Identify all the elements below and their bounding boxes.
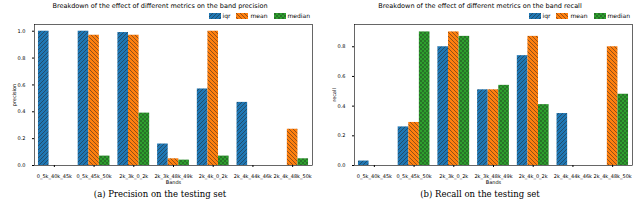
svg-text:0.0: 0.0 [18,162,26,168]
svg-text:2k_4k_44k_46k: 2k_4k_44k_46k [234,173,272,180]
svg-text:1.0: 1.0 [18,28,26,34]
svg-text:0_5k_45k_50k: 0_5k_45k_50k [396,173,431,180]
svg-text:2k_3k_0_2k: 2k_3k_0_2k [439,173,468,180]
svg-text:0.2: 0.2 [338,132,346,138]
svg-text:0.2: 0.2 [18,135,26,141]
html-text:mean: mean [570,12,588,19]
svg-text:2k_4k_0_2k: 2k_4k_0_2k [519,173,548,180]
html-text:mean: mean [250,12,268,19]
svg-text:0_5k_40k_45k: 0_5k_40k_45k [357,173,392,180]
svg-text:0.8: 0.8 [338,43,346,49]
html-text:iqr: iqr [222,12,231,19]
html-text:Breakdown of the effect of dif: Breakdown of the effect of different met… [52,2,268,10]
svg-text:2k_4k_44k_46k: 2k_4k_44k_46k [554,173,592,180]
html-text:median: median [607,12,630,19]
html-text:(a) Precision on the testing s: (a) Precision on the testing set [93,189,227,199]
svg-text:0.6: 0.6 [18,82,26,88]
svg-text:0_5k_40k_45k: 0_5k_40k_45k [37,173,72,180]
svg-text:2k_4k_0_2k: 2k_4k_0_2k [199,173,228,180]
svg-text:Bands: Bands [166,179,182,185]
html-text:iqr: iqr [542,12,551,19]
svg-text:0.0: 0.0 [338,162,346,168]
svg-text:0.6: 0.6 [338,73,346,79]
svg-text:precision: precision [11,84,18,107]
html-text:Breakdown of the effect of dif: Breakdown of the effect of different met… [378,2,582,10]
svg-text:0.4: 0.4 [18,108,26,114]
svg-text:0.8: 0.8 [18,55,26,61]
svg-text:recall: recall [331,88,337,102]
svg-text:Bands: Bands [486,179,502,185]
html-text:(b) Recall on the testing set: (b) Recall on the testing set [420,189,540,199]
svg-text:2k_3k_0_2k: 2k_3k_0_2k [119,173,148,180]
svg-text:2k_4k_48k_50k: 2k_4k_48k_50k [594,173,632,180]
svg-text:2k_3k_48k_49k: 2k_3k_48k_49k [474,173,513,180]
svg-text:2k_4k_48k_50k: 2k_4k_48k_50k [274,173,312,180]
svg-text:0_5k_45k_50k: 0_5k_45k_50k [76,173,111,180]
svg-text:2k_3k_48k_49k: 2k_3k_48k_49k [154,173,193,180]
html-text:median: median [287,12,310,19]
svg-text:0.4: 0.4 [338,103,346,109]
